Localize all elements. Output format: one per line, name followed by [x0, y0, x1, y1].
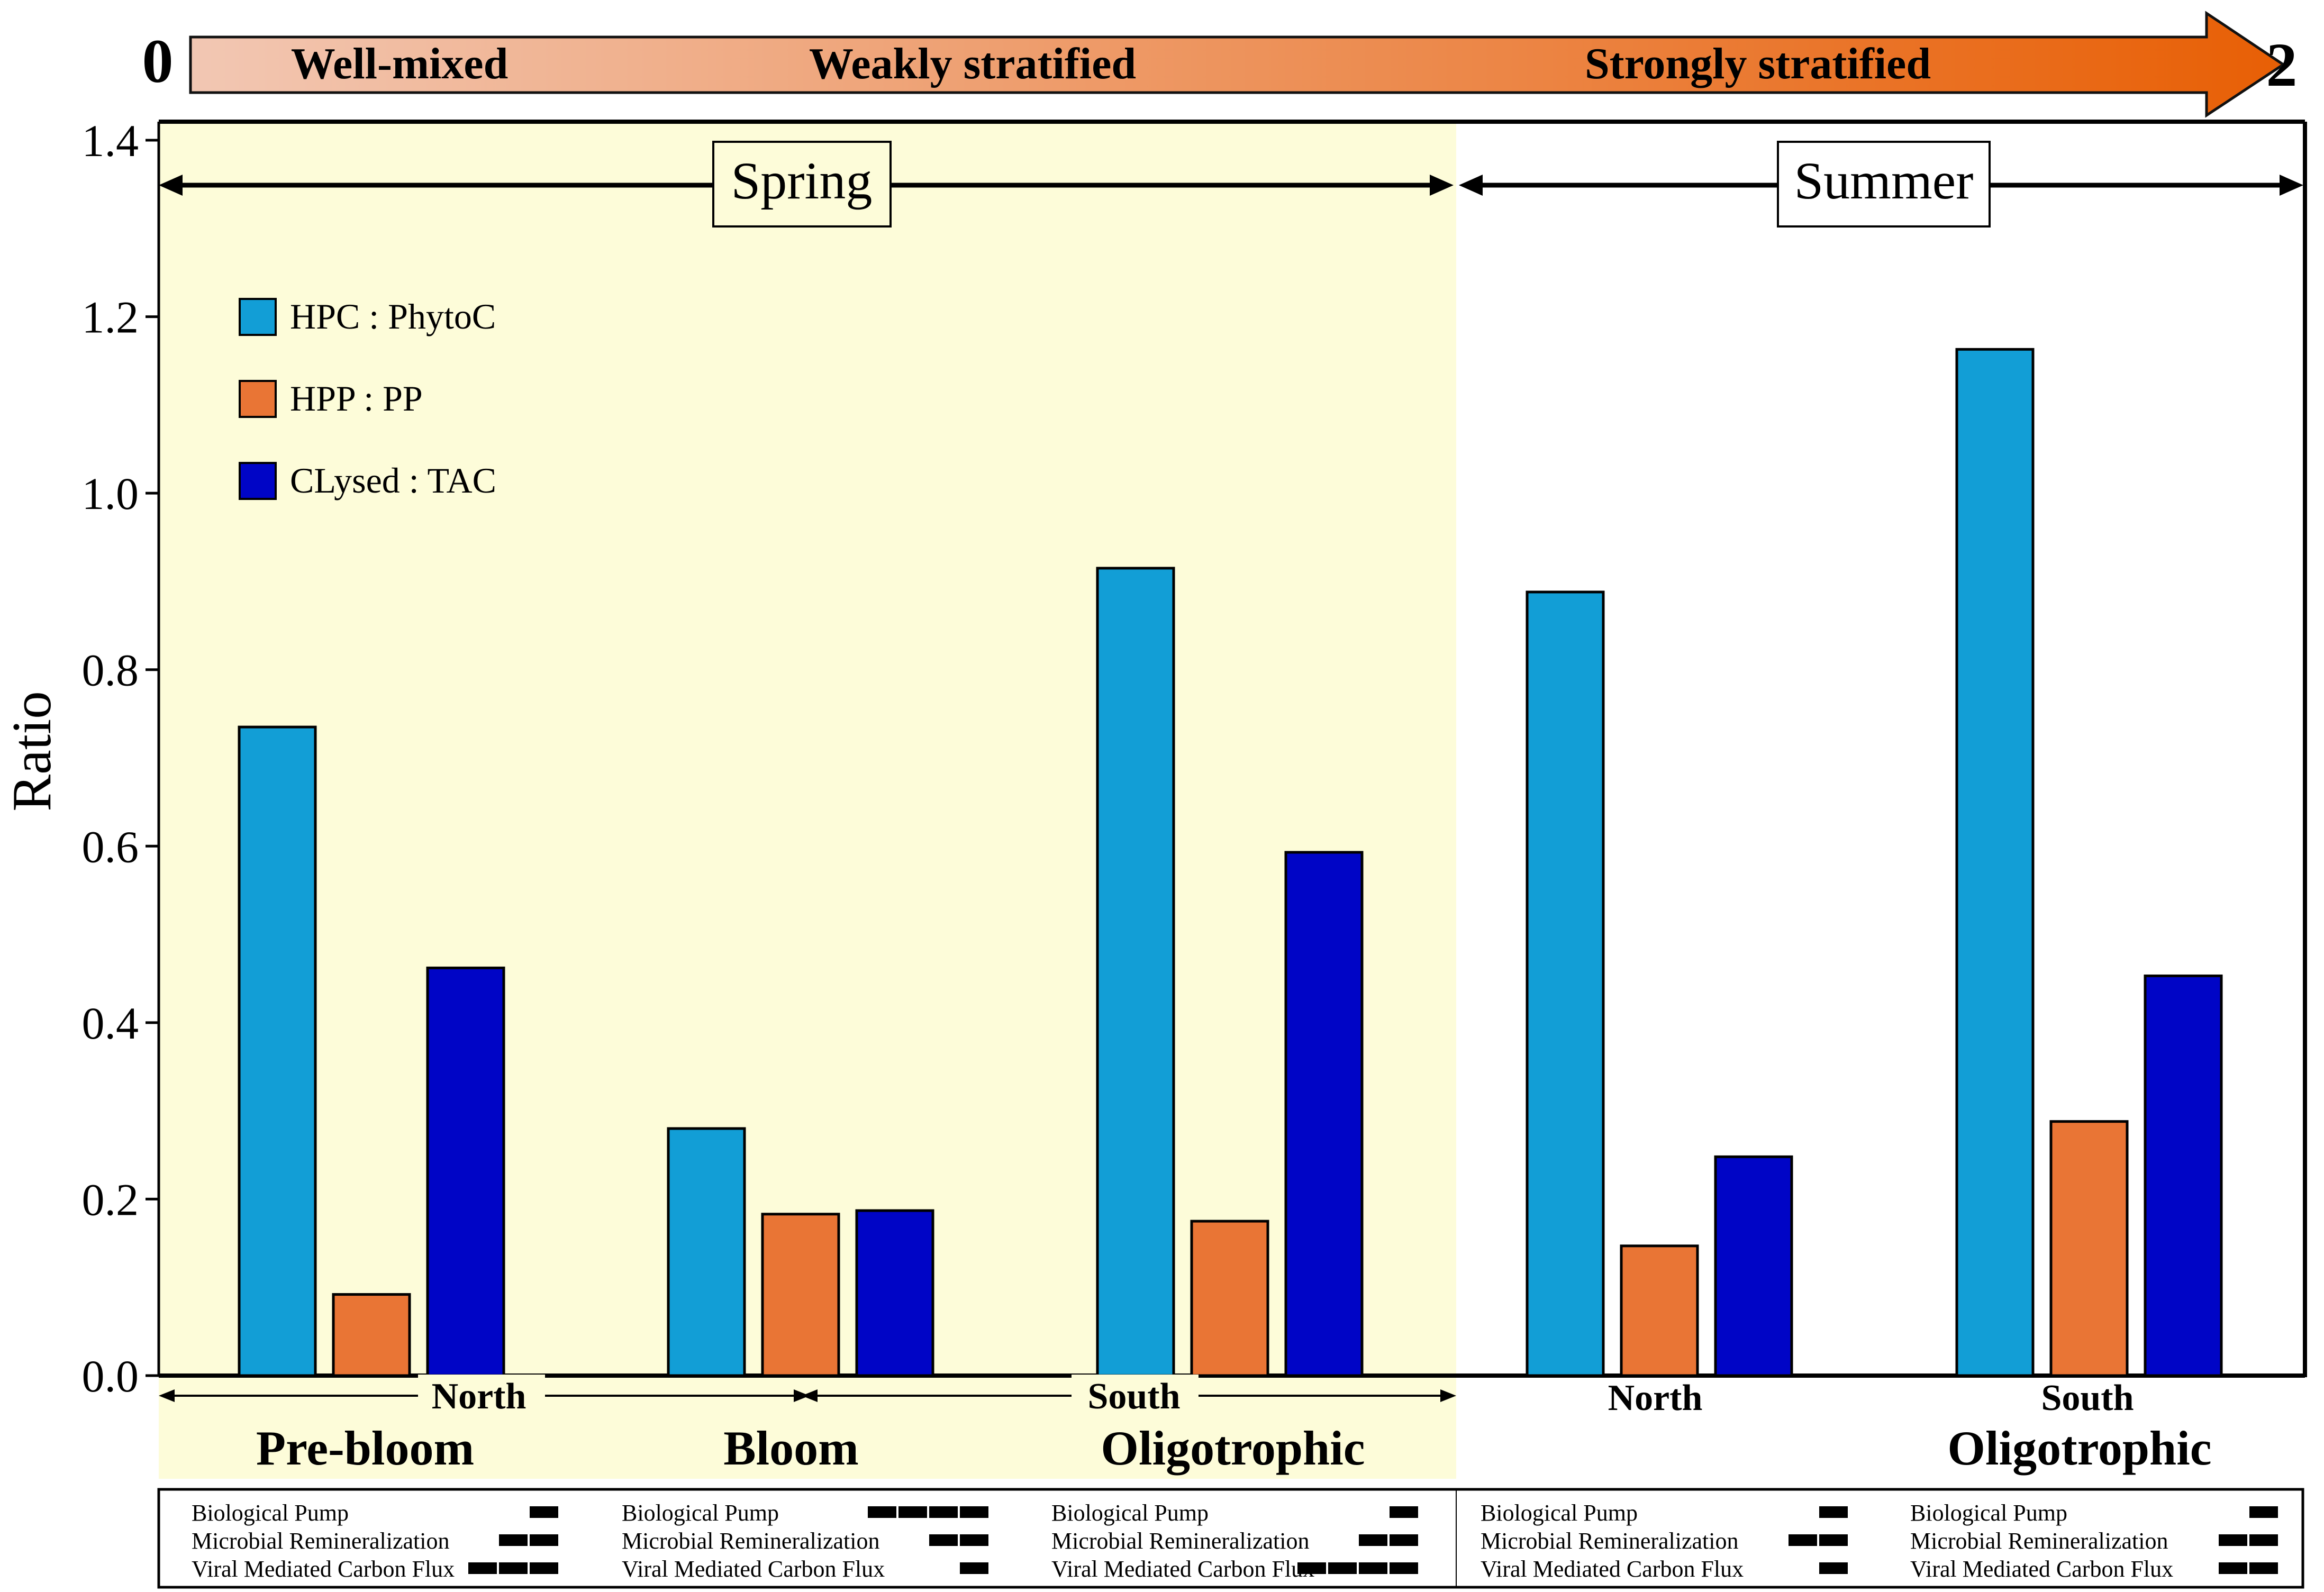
flux-level-bar — [1819, 1506, 1848, 1518]
phase-label-weakly-stratified: Weakly stratified — [809, 39, 1136, 88]
flux-level-bar — [1328, 1562, 1357, 1574]
flux-row-label: Viral Mediated Carbon Flux — [622, 1556, 885, 1582]
bar-hpp-group-2 — [761, 1213, 840, 1377]
bar-hpc-group-1 — [238, 725, 317, 1377]
phase-label-bloom: Bloom — [723, 1421, 859, 1475]
flux-row-label: Microbial Remineralization — [1910, 1528, 2168, 1554]
stratification-end-label: 2 — [2266, 30, 2298, 99]
flux-row-label: Biological Pump — [622, 1500, 779, 1526]
stratification-arrow: 0 2 Well-mixed Weakly stratified Strongl… — [142, 11, 2298, 118]
region-label-north-summer: North — [1608, 1378, 1703, 1418]
flux-row-label: Microbial Remineralization — [1481, 1528, 1739, 1554]
y-tick-label: 1.4 — [82, 115, 139, 166]
y-tick-label: 0.2 — [82, 1174, 139, 1225]
flux-level-bar — [2249, 1562, 2278, 1574]
flux-level-bar — [1390, 1562, 1418, 1574]
flux-level-bar — [1789, 1534, 1817, 1546]
bar-clysed-group-3 — [1284, 851, 1364, 1377]
flux-level-bar — [1359, 1562, 1387, 1574]
flux-level-bar — [499, 1534, 528, 1546]
phase-label-strongly-stratified: Strongly stratified — [1585, 39, 1931, 88]
season-label-summer: Summer — [1794, 151, 1974, 210]
flux-level-bar — [898, 1506, 927, 1518]
legend-swatch — [239, 380, 277, 418]
flux-level-bar — [929, 1506, 958, 1518]
phase-label-pre-bloom: Pre-bloom — [256, 1421, 474, 1475]
region-label-south-summer: South — [2041, 1378, 2134, 1418]
legend: HPC : PhytoC HPP : PP CLysed : TAC — [239, 296, 496, 501]
flux-row-label: Viral Mediated Carbon Flux — [1481, 1556, 1744, 1582]
flux-row-label: Microbial Remineralization — [622, 1528, 880, 1554]
flux-level-bar — [2219, 1562, 2247, 1574]
bar-hpc-group-2 — [667, 1127, 746, 1377]
bar-series-group — [238, 348, 2223, 1377]
flux-level-bar — [1390, 1534, 1418, 1546]
stratification-start-label: 0 — [142, 26, 174, 96]
legend-label: HPC : PhytoC — [290, 296, 496, 336]
region-label-north-spring: North — [432, 1376, 526, 1417]
flux-level-bar — [960, 1506, 988, 1518]
phase-label-oligotrophic-spring: Oligotrophic — [1101, 1421, 1365, 1475]
flux-row-label: Viral Mediated Carbon Flux — [1051, 1556, 1314, 1582]
flux-level-bar — [960, 1534, 988, 1546]
bar-hpc-group-5 — [1955, 348, 2035, 1377]
bar-hpp-group-3 — [1190, 1220, 1269, 1377]
flux-level-bar — [499, 1562, 528, 1574]
y-tick-label: 0.0 — [82, 1351, 139, 1402]
y-tick-label: 0.6 — [82, 821, 139, 872]
flux-level-bar — [530, 1562, 558, 1574]
bar-hpc-group-4 — [1526, 590, 1605, 1377]
region-label-south-spring: South — [1087, 1376, 1180, 1417]
bar-hpp-group-4 — [1620, 1244, 1699, 1377]
season-arrows: Spring Summer — [159, 141, 2303, 228]
flux-row-label: Viral Mediated Carbon Flux — [192, 1556, 455, 1582]
flux-level-bar — [1819, 1534, 1848, 1546]
y-axis: Ratio 0.0 0.2 0.4 0.6 0.8 1.0 1.2 1.4 — [1, 115, 160, 1402]
flux-level-bar — [530, 1506, 558, 1518]
legend-swatch — [239, 298, 277, 336]
bar-clysed-group-1 — [426, 966, 505, 1377]
flux-level-bar — [1297, 1562, 1326, 1574]
flux-level-bar — [468, 1562, 497, 1574]
bar-hpp-group-5 — [2049, 1120, 2129, 1377]
flux-level-bar — [1359, 1534, 1387, 1546]
flux-row-label: Biological Pump — [1910, 1500, 2067, 1526]
legend-label: CLysed : TAC — [290, 460, 496, 501]
bar-clysed-group-5 — [2144, 974, 2223, 1377]
flux-level-bar — [530, 1534, 558, 1546]
summer-label-box — [1777, 141, 1991, 228]
phase-label-well-mixed: Well-mixed — [291, 39, 509, 88]
y-tick-label: 0.4 — [82, 998, 139, 1049]
flux-row-label: Biological Pump — [1481, 1500, 1638, 1526]
flux-level-bar — [2249, 1534, 2278, 1546]
season-label-spring: Spring — [731, 151, 873, 210]
flux-row-label: Biological Pump — [1051, 1500, 1209, 1526]
y-tick-label: 1.2 — [82, 292, 139, 343]
flux-level-bar — [868, 1506, 896, 1518]
legend-label: HPP : PP — [290, 378, 423, 419]
bar-clysed-group-2 — [855, 1209, 934, 1377]
y-tick-label: 0.8 — [82, 645, 139, 696]
flux-row-label: Viral Mediated Carbon Flux — [1910, 1556, 2173, 1582]
flux-level-bar — [960, 1562, 988, 1574]
flux-row-label: Microbial Remineralization — [1051, 1528, 1310, 1554]
flux-level-bar — [1819, 1562, 1848, 1574]
legend-swatch — [239, 462, 277, 500]
flux-level-bar — [2249, 1506, 2278, 1518]
bar-hpp-group-1 — [332, 1293, 411, 1377]
phase-label-oligotrophic-summer: Oligotrophic — [1947, 1421, 2211, 1475]
y-tick-label: 1.0 — [82, 468, 139, 519]
bar-hpc-group-3 — [1096, 567, 1175, 1377]
flux-level-bar — [2219, 1534, 2247, 1546]
bar-clysed-group-4 — [1714, 1155, 1793, 1377]
flux-level-bar — [1390, 1506, 1418, 1518]
spring-label-box — [712, 141, 892, 228]
group-labels: North South North South Pre-bloom Bloom … — [256, 1375, 2212, 1475]
flux-row-label: Biological Pump — [192, 1500, 349, 1526]
flux-level-bar — [929, 1534, 958, 1546]
y-axis-label: Ratio — [1, 691, 62, 811]
flux-row-label: Microbial Remineralization — [192, 1528, 450, 1554]
